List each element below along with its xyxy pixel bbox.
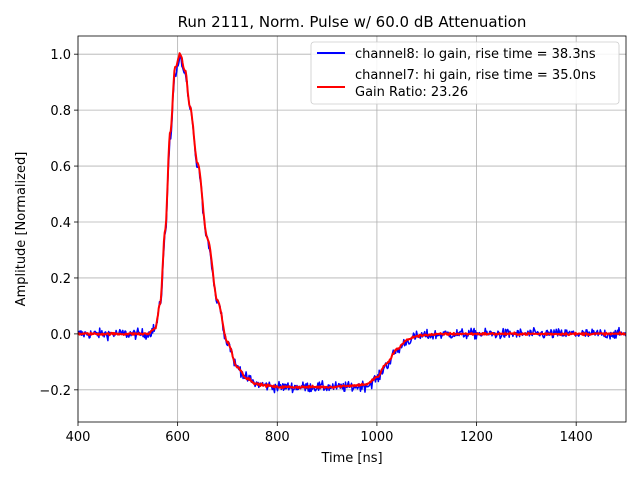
legend-gain-ratio: Gain Ratio: 23.26 — [355, 85, 468, 100]
x-tick-label: 1400 — [560, 430, 593, 445]
x-tick-label: 400 — [66, 430, 91, 445]
plot-area-frame — [77, 35, 627, 423]
chart-title: Run 2111, Norm. Pulse w/ 60.0 dB Attenua… — [178, 13, 527, 31]
y-tick-label: 0.0 — [50, 328, 71, 343]
y-tick-label: 0.2 — [50, 272, 71, 287]
legend: channel8: lo gain, rise time = 38.3ns ch… — [310, 41, 620, 105]
y-tick-label: 0.8 — [50, 104, 71, 119]
series-layer — [78, 52, 626, 394]
series-line-channel7 — [78, 52, 626, 390]
y-tick-label: −0.2 — [39, 384, 71, 399]
y-tick-label: 0.6 — [50, 160, 71, 175]
legend-label-channel8: channel8: lo gain, rise time = 38.3ns — [355, 47, 596, 62]
x-tick-label: 1000 — [360, 430, 393, 445]
x-tick-label: 1200 — [460, 430, 493, 445]
x-axis-label: Time [ns] — [320, 451, 382, 466]
axis-ticks: 400 600 800 1000 1200 1400 −0.2 0.0 0.2 0.4 0.6 0.8… — [39, 48, 592, 445]
x-tick-label: 600 — [165, 430, 190, 445]
x-tick-label: 800 — [265, 430, 290, 445]
legend-label-channel7: channel7: hi gain, rise time = 35.0ns — [355, 68, 596, 83]
grid-lines — [77, 36, 626, 422]
y-tick-label: 0.4 — [50, 216, 71, 231]
y-axis-label: Amplitude [Normalized] — [14, 152, 29, 307]
y-tick-label: 1.0 — [50, 48, 71, 63]
legend-box — [310, 41, 620, 105]
